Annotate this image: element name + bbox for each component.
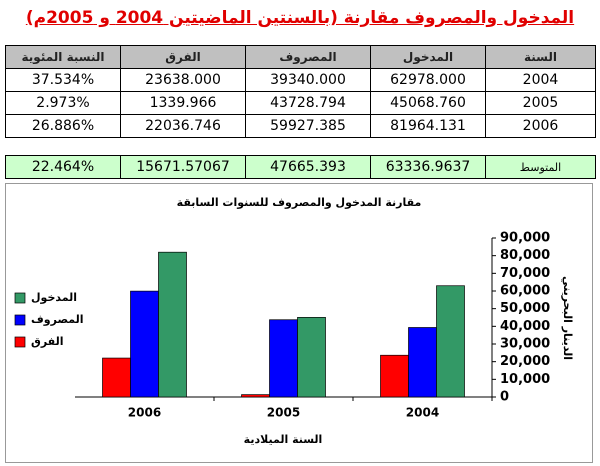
y-tick-label: 30,000 bbox=[500, 337, 550, 352]
table-cell: 2005 bbox=[485, 91, 596, 115]
average-cell: المتوسط bbox=[485, 155, 596, 179]
legend-swatch bbox=[14, 314, 26, 326]
table-cell: 2.973% bbox=[5, 91, 121, 115]
legend-label: المدخول bbox=[31, 291, 77, 304]
x-tick-label: 2005 bbox=[267, 406, 300, 420]
y-tick-label: 0 bbox=[500, 390, 509, 405]
header-row: السنة المدخول المصروف الفرق النسبة المئوية bbox=[5, 45, 596, 69]
y-tick-label: 70,000 bbox=[500, 266, 550, 281]
table-cell: 23638.000 bbox=[120, 68, 246, 92]
x-axis-title: السنة الميلادية bbox=[244, 433, 323, 446]
column-header: المصروف bbox=[245, 45, 371, 69]
table-cell: 39340.000 bbox=[245, 68, 371, 92]
average-table: المتوسط 63336.9637 47665.393 15671.57067 22.… bbox=[5, 155, 596, 179]
column-header: النسبة المئوية bbox=[5, 45, 121, 69]
table-cell: 2006 bbox=[485, 114, 596, 138]
average-cell: 63336.9637 bbox=[370, 155, 486, 179]
legend-label: المصروف bbox=[31, 313, 84, 326]
table-cell: 45068.760 bbox=[370, 91, 486, 115]
table-cell: 62978.000 bbox=[370, 68, 486, 92]
table-row: 2004 62978.000 39340.000 23638.000 37.534% bbox=[5, 68, 596, 92]
data-table: السنة المدخول المصروف الفرق النسبة المئوية 2… bbox=[5, 45, 596, 138]
x-tick-label: 2004 bbox=[406, 406, 439, 420]
table-cell: 43728.794 bbox=[245, 91, 371, 115]
bar bbox=[241, 394, 270, 398]
table-cell: 1339.966 bbox=[120, 91, 246, 115]
x-tick-label: 2006 bbox=[128, 406, 161, 420]
bar bbox=[102, 357, 131, 398]
table-row: 2006 81964.131 59927.385 22036.746 26.886% bbox=[5, 114, 596, 138]
chart: مقارنة المدخول والمصروف للسنوات السابقة … bbox=[5, 183, 593, 463]
bar bbox=[436, 285, 465, 398]
bar bbox=[130, 290, 159, 398]
bar bbox=[408, 327, 437, 398]
y-axis-title: الدينار البحريني bbox=[561, 276, 574, 360]
legend-label: الفرق bbox=[31, 335, 64, 348]
legend-swatch bbox=[14, 336, 26, 348]
table-cell: 22036.746 bbox=[120, 114, 246, 138]
bar bbox=[269, 319, 298, 398]
legend-swatch bbox=[14, 292, 26, 304]
table-cell: 26.886% bbox=[5, 114, 121, 138]
y-tick-label: 90,000 bbox=[500, 231, 550, 246]
bar bbox=[297, 317, 326, 398]
column-header: السنة bbox=[485, 45, 596, 69]
y-tick-label: 10,000 bbox=[500, 372, 550, 387]
table-cell: 81964.131 bbox=[370, 114, 486, 138]
y-tick-label: 50,000 bbox=[500, 301, 550, 316]
table-cell: 59927.385 bbox=[245, 114, 371, 138]
table-cell: 37.534% bbox=[5, 68, 121, 92]
page-title: المدخول والمصروف مقارنة (بالسنتين الماضي… bbox=[25, 8, 575, 28]
table-row: 2005 45068.760 43728.794 1339.966 2.973% bbox=[5, 91, 596, 115]
y-tick-label: 20,000 bbox=[500, 354, 550, 369]
y-tick-label: 40,000 bbox=[500, 319, 550, 334]
bar bbox=[380, 354, 409, 398]
average-cell: 15671.57067 bbox=[120, 155, 246, 179]
chart-title: مقارنة المدخول والمصروف للسنوات السابقة bbox=[177, 196, 422, 209]
column-header: الفرق bbox=[120, 45, 246, 69]
average-cell: 47665.393 bbox=[245, 155, 371, 179]
table-cell: 2004 bbox=[485, 68, 596, 92]
y-tick-label: 80,000 bbox=[500, 248, 550, 263]
column-header: المدخول bbox=[370, 45, 486, 69]
average-row: المتوسط 63336.9637 47665.393 15671.57067 22.… bbox=[5, 155, 596, 179]
y-tick-label: 60,000 bbox=[500, 284, 550, 299]
average-cell: 22.464% bbox=[5, 155, 121, 179]
bar bbox=[158, 251, 187, 398]
